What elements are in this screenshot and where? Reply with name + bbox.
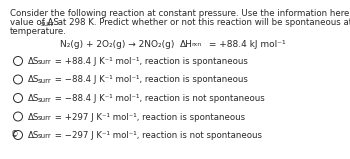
Text: surr: surr <box>38 59 52 66</box>
Text: surr: surr <box>38 97 52 103</box>
Text: N₂(g) + 2O₂(g) → 2NO₂(g): N₂(g) + 2O₂(g) → 2NO₂(g) <box>60 40 174 49</box>
Text: = −297 J K⁻¹ mol⁻¹, reaction is not spontaneous: = −297 J K⁻¹ mol⁻¹, reaction is not spon… <box>52 131 262 140</box>
Text: = +88.4 kJ mol⁻¹: = +88.4 kJ mol⁻¹ <box>206 40 286 49</box>
Text: surr: surr <box>41 21 55 27</box>
Text: ΔS: ΔS <box>28 113 39 121</box>
Text: ΔS: ΔS <box>28 131 39 140</box>
Text: surr: surr <box>38 78 52 84</box>
Text: ΔS: ΔS <box>28 57 39 66</box>
Text: surr: surr <box>38 115 52 121</box>
Text: surr: surr <box>38 134 52 139</box>
Text: = +88.4 J K⁻¹ mol⁻¹, reaction is spontaneous: = +88.4 J K⁻¹ mol⁻¹, reaction is spontan… <box>52 57 248 66</box>
Text: temperature.: temperature. <box>10 27 67 36</box>
Text: ΔH: ΔH <box>180 40 193 49</box>
Text: ΔS: ΔS <box>28 76 39 84</box>
Text: = −88.4 J K⁻¹ mol⁻¹, reaction is not spontaneous: = −88.4 J K⁻¹ mol⁻¹, reaction is not spo… <box>52 94 265 103</box>
Text: rxn: rxn <box>191 42 201 48</box>
Text: ΔS: ΔS <box>28 94 39 103</box>
Text: value of ΔS: value of ΔS <box>10 18 59 27</box>
Text: = +297 J K⁻¹ mol⁻¹, reaction is spontaneous: = +297 J K⁻¹ mol⁻¹, reaction is spontane… <box>52 113 245 121</box>
Text: = −88.4 J K⁻¹ mol⁻¹, reaction is spontaneous: = −88.4 J K⁻¹ mol⁻¹, reaction is spontan… <box>52 76 248 84</box>
Text: Consider the following reaction at constant pressure. Use the information here t: Consider the following reaction at const… <box>10 9 350 18</box>
Text: at 298 K. Predict whether or not this reaction will be spontaneous at this: at 298 K. Predict whether or not this re… <box>55 18 350 27</box>
Text: ©: © <box>11 131 19 139</box>
